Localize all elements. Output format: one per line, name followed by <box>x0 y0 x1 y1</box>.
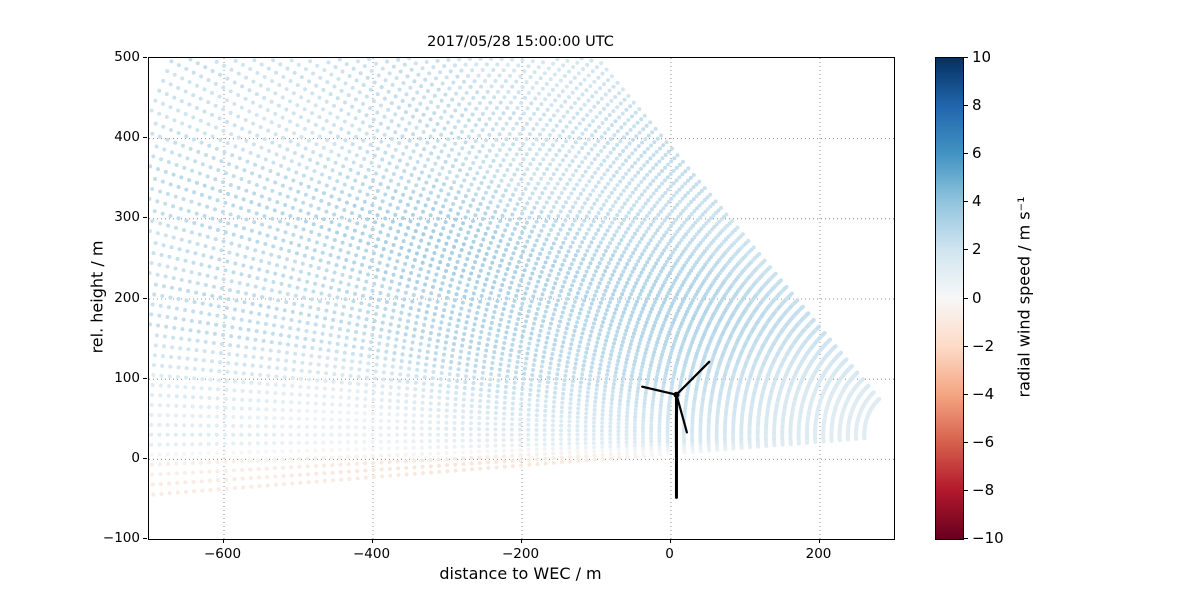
x-tick-mark <box>818 539 820 543</box>
colorbar-tick-label: −4 <box>972 384 995 403</box>
colorbar-tick-mark <box>964 489 968 491</box>
y-tick-label: 400 <box>114 129 140 146</box>
x-axis-label: distance to WEC / m <box>439 564 602 583</box>
y-tick-label: 0 <box>131 449 140 466</box>
y-tick-label: 100 <box>114 369 140 386</box>
x-tick-label: −600 <box>203 546 242 562</box>
y-tick-mark <box>143 57 147 58</box>
colorbar-tick-label: −10 <box>972 529 1004 547</box>
colorbar-tick-mark <box>964 57 968 58</box>
y-tick-label: 500 <box>114 49 140 65</box>
y-tick-label: 300 <box>114 209 140 226</box>
x-tick-mark <box>371 539 373 543</box>
x-tick-label: 200 <box>805 546 832 562</box>
y-tick-label: −100 <box>102 530 140 546</box>
colorbar-tick-mark <box>964 297 968 299</box>
y-tick-mark <box>143 297 147 299</box>
colorbar <box>935 57 964 540</box>
x-tick-mark <box>669 539 671 543</box>
y-tick-mark <box>143 377 147 379</box>
y-tick-mark <box>143 457 147 459</box>
colorbar-tick-label: −6 <box>972 432 995 451</box>
colorbar-tick-mark <box>964 441 968 443</box>
x-tick-label: −400 <box>352 546 391 562</box>
colorbar-tick-label: −8 <box>972 480 995 499</box>
colorbar-tick-mark <box>964 345 968 347</box>
y-tick-mark <box>143 217 147 219</box>
y-tick-mark <box>143 137 147 139</box>
colorbar-tick-label: 8 <box>972 96 982 115</box>
colorbar-tick-label: 4 <box>972 192 982 211</box>
colorbar-tick-label: 6 <box>972 144 982 163</box>
colorbar-tick-mark <box>964 105 968 107</box>
y-tick-label: 200 <box>114 289 140 306</box>
x-tick-label: 0 <box>665 546 674 562</box>
colorbar-tick-mark <box>964 393 968 395</box>
plot-title: 2017/05/28 15:00:00 UTC <box>427 34 614 50</box>
colorbar-tick-label: 2 <box>972 240 982 259</box>
colorbar-tick-mark <box>964 201 968 203</box>
colorbar-tick-mark <box>964 249 968 251</box>
plot-area <box>148 57 895 540</box>
colorbar-tick-label: 10 <box>972 48 992 66</box>
colorbar-tick-mark <box>964 538 968 539</box>
colorbar-tick-label: −2 <box>972 336 995 355</box>
colorbar-tick-label: 0 <box>972 288 982 307</box>
x-tick-label: −200 <box>501 546 540 562</box>
x-tick-mark <box>222 539 224 543</box>
x-tick-mark <box>520 539 522 543</box>
y-tick-mark <box>143 538 147 539</box>
scan-canvas <box>149 58 894 539</box>
colorbar-tick-mark <box>964 153 968 155</box>
